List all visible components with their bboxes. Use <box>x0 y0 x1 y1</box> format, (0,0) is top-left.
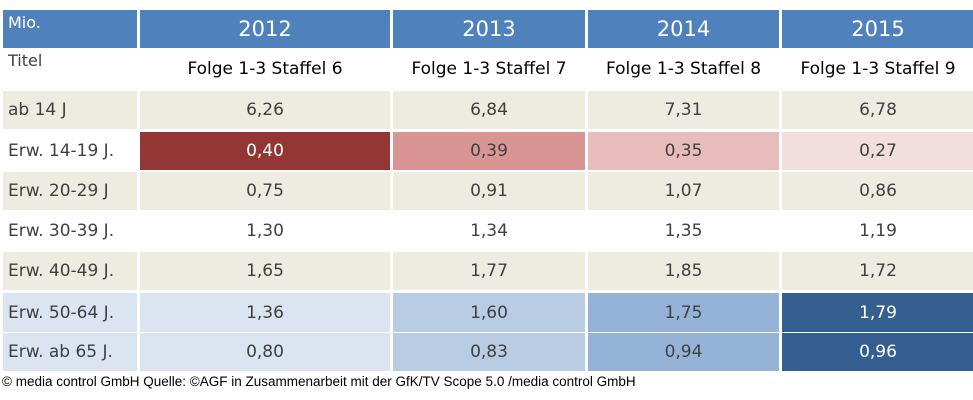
table-cell: 0,75 <box>140 172 390 210</box>
table-cell: 1,85 <box>588 252 779 290</box>
row-header-label: Titel <box>3 49 137 89</box>
corner-label: Mio. <box>3 10 137 48</box>
table-cell: 6,26 <box>140 91 390 129</box>
row-label: ab 14 J <box>3 91 137 129</box>
year-header: 2014 <box>588 10 779 48</box>
table-cell: 1,77 <box>393 252 585 290</box>
row-label: Erw. 50-64 J. <box>3 293 137 332</box>
row-label: Erw. 40-49 J. <box>3 252 137 290</box>
row-label: Erw. 30-39 J. <box>3 212 137 250</box>
table-cell: 1,72 <box>782 252 973 290</box>
year-header: 2015 <box>782 10 973 48</box>
table-cell: 1,75 <box>588 293 779 332</box>
episode-title-header: Folge 1-3 Staffel 6 <box>140 49 390 89</box>
table-cell: 0,35 <box>588 132 779 170</box>
table-cell: 6,78 <box>782 91 973 129</box>
table-cell: 1,19 <box>782 212 973 250</box>
table-cell: 0,80 <box>140 333 390 371</box>
table-cell: 0,94 <box>588 333 779 371</box>
table-cell: 7,31 <box>588 91 779 129</box>
table-cell: 0,91 <box>393 172 585 210</box>
episode-title-header: Folge 1-3 Staffel 7 <box>393 49 585 89</box>
table-cell: 0,39 <box>393 132 585 170</box>
table-cell: 1,36 <box>140 293 390 332</box>
table-cell: 1,07 <box>588 172 779 210</box>
table-cell: 0,27 <box>782 132 973 170</box>
table-cell: 1,79 <box>782 293 973 332</box>
row-label: Erw. ab 65 J. <box>3 333 137 371</box>
episode-title-header: Folge 1-3 Staffel 8 <box>588 49 779 89</box>
year-header: 2012 <box>140 10 390 48</box>
table-cell: 0,86 <box>782 172 973 210</box>
table-cell: 1,35 <box>588 212 779 250</box>
table-cell: 0,96 <box>782 333 973 371</box>
row-label: Erw. 20-29 J <box>3 172 137 210</box>
row-label: Erw. 14-19 J. <box>3 132 137 170</box>
table-cell: 1,65 <box>140 252 390 290</box>
year-header: 2013 <box>393 10 585 48</box>
table-cell: 0,40 <box>140 132 390 170</box>
table-cell: 6,84 <box>393 91 585 129</box>
viewer-table: Mio. 2012 2013 2014 2015 Titel Folge 1-3 Staff… <box>3 10 973 371</box>
table-cell: 1,30 <box>140 212 390 250</box>
episode-title-header: Folge 1-3 Staffel 9 <box>782 49 973 89</box>
table-cell: 1,34 <box>393 212 585 250</box>
table-cell: 0,83 <box>393 333 585 371</box>
source-footer: © media control GmbH Quelle: ©AGF in Zus… <box>2 374 636 389</box>
table-cell: 1,60 <box>393 293 585 332</box>
